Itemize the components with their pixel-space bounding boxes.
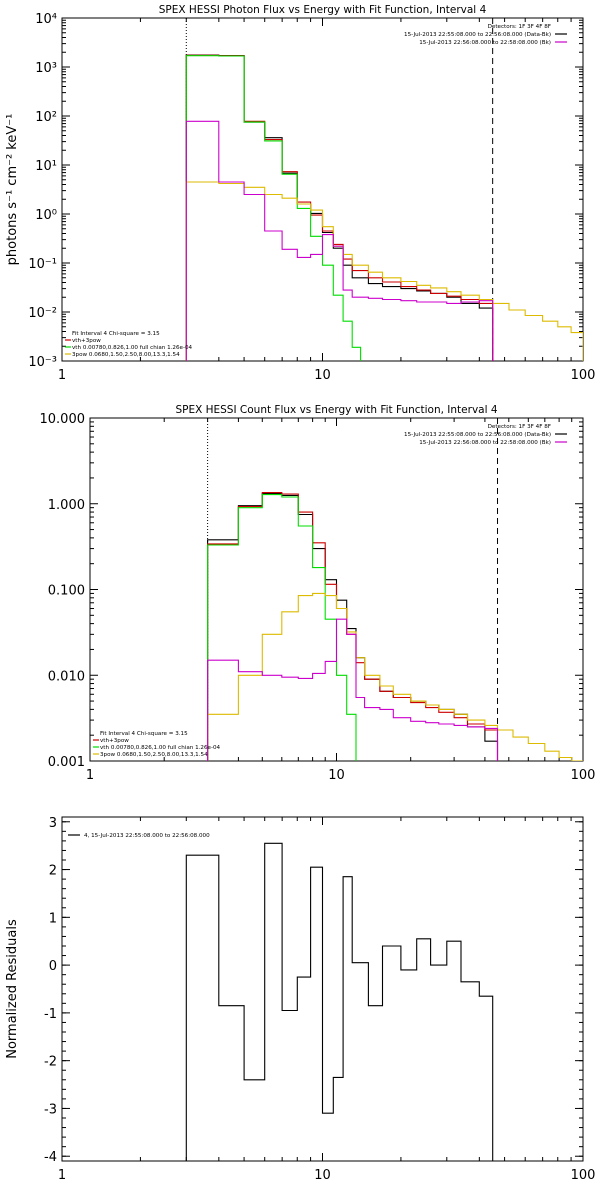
legend-entry: 15-Jul-2013 22:56:08.000 to 22:58:08.000…	[419, 40, 551, 46]
series-powerlaw-line	[207, 592, 583, 761]
legend-entry: Fit Interval 4 Chi-square = 3.15	[72, 331, 160, 337]
plot-frame	[61, 17, 584, 362]
series-background-line	[207, 618, 499, 761]
series-data-line	[207, 492, 499, 761]
legend-entry: vth+3pow	[72, 338, 101, 344]
y-tick-label: -3	[44, 1102, 57, 1117]
y-tick-label: 3	[49, 816, 57, 831]
y-tick-label: 0	[49, 959, 57, 974]
legend-entry: 4, 15-Jul-2013 22:55:08.000 to 22:56:08.…	[84, 833, 210, 839]
y-tick-label: 1.000	[48, 498, 85, 513]
series-thermal-line	[185, 55, 362, 361]
y-tick-label: 10²	[35, 110, 57, 125]
y-tick-label: 0.001	[48, 755, 85, 770]
x-tick-label: 1	[58, 1168, 66, 1183]
x-tick-label: 10	[314, 368, 331, 383]
series-background-line	[185, 120, 494, 361]
y-tick-label: 10¹	[35, 159, 57, 174]
series-powerlaw-line	[185, 181, 583, 361]
series-total-line	[207, 492, 499, 761]
y-tick-label: 10⁻³	[28, 355, 57, 370]
chart-title: SPEX HESSI Count Flux vs Energy with Fit…	[175, 404, 497, 416]
y-axis-label: Normalized Residuals	[5, 919, 20, 1059]
y-tick-label: 10.000	[40, 412, 86, 427]
y-tick-label: 10⁻¹	[28, 257, 57, 272]
series-thermal-line	[207, 494, 366, 761]
count-flux-panel: SPEX HESSI Count Flux vs Energy with Fit…	[40, 404, 596, 783]
legend-entry: Detectors: 1F 3F 4F 8F	[488, 24, 551, 30]
photon-flux-panel: SPEX HESSI Photon Flux vs Energy with Fi…	[5, 4, 595, 383]
legend-entry: 15-Jul-2013 22:56:08.000 to 22:58:08.000…	[419, 440, 551, 446]
series-group	[185, 54, 583, 361]
legend-entry: 15-Jul-2013 22:55:08.000 to 22:56:08.000…	[404, 32, 551, 38]
y-tick-label: 10³	[35, 61, 57, 76]
x-tick-label: 10	[314, 1168, 331, 1183]
y-tick-label: 10⁰	[35, 208, 57, 223]
y-axis-label: photons s⁻¹ cm⁻² keV⁻¹	[5, 114, 20, 266]
legend-entry: 3pow 0.0680,1.50,2.50,8.00,13.3,1.54	[72, 352, 180, 358]
y-tick-label: 0.010	[48, 669, 85, 684]
y-tick-label: 10⁻²	[28, 306, 57, 321]
y-tick-label: 1	[49, 911, 57, 926]
legend-entry: vth 0.00780,0.826,1.00 full chian 1.26e-…	[72, 345, 193, 351]
x-tick-label: 10	[328, 768, 345, 783]
x-tick-label: 100	[571, 768, 596, 783]
x-tick-label: 1	[58, 368, 66, 383]
legend-entry: 3pow 0.0680,1.50,2.50,8.00,13.3,1.54	[100, 752, 208, 758]
x-tick-label: 100	[571, 1168, 596, 1183]
legend-entry: 15-Jul-2013 22:55:08.000 to 22:56:08.000…	[404, 432, 551, 438]
series-group	[207, 492, 583, 761]
series-data-line	[185, 54, 494, 361]
y-tick-label: -2	[44, 1055, 57, 1070]
legend-entry: Detectors: 1F 3F 4F 8F	[488, 424, 551, 430]
legend-entry: vth 0.00780,0.826,1.00 full chian 1.26e-…	[100, 745, 221, 751]
series-total-line	[185, 54, 494, 361]
y-tick-label: -1	[44, 1007, 57, 1022]
legend-entry: Fit Interval 4 Chi-square = 3.15	[100, 731, 188, 737]
series-data-line	[185, 842, 494, 1161]
series-group	[185, 842, 494, 1161]
legend-entry: vth+3pow	[100, 738, 129, 744]
x-tick-label: 100	[571, 368, 596, 383]
y-tick-label: -4	[44, 1150, 57, 1165]
chart-title: SPEX HESSI Photon Flux vs Energy with Fi…	[159, 4, 487, 16]
y-tick-label: 2	[49, 864, 57, 879]
y-tick-label: 10⁴	[35, 12, 57, 27]
y-tick-label: 0.100	[48, 584, 85, 599]
residuals-panel: 1 10 100 -4 -3 -2 -1 0 1 2 3 Normalized Residuals 4,…	[5, 816, 595, 1183]
x-tick-label: 1	[86, 768, 94, 783]
